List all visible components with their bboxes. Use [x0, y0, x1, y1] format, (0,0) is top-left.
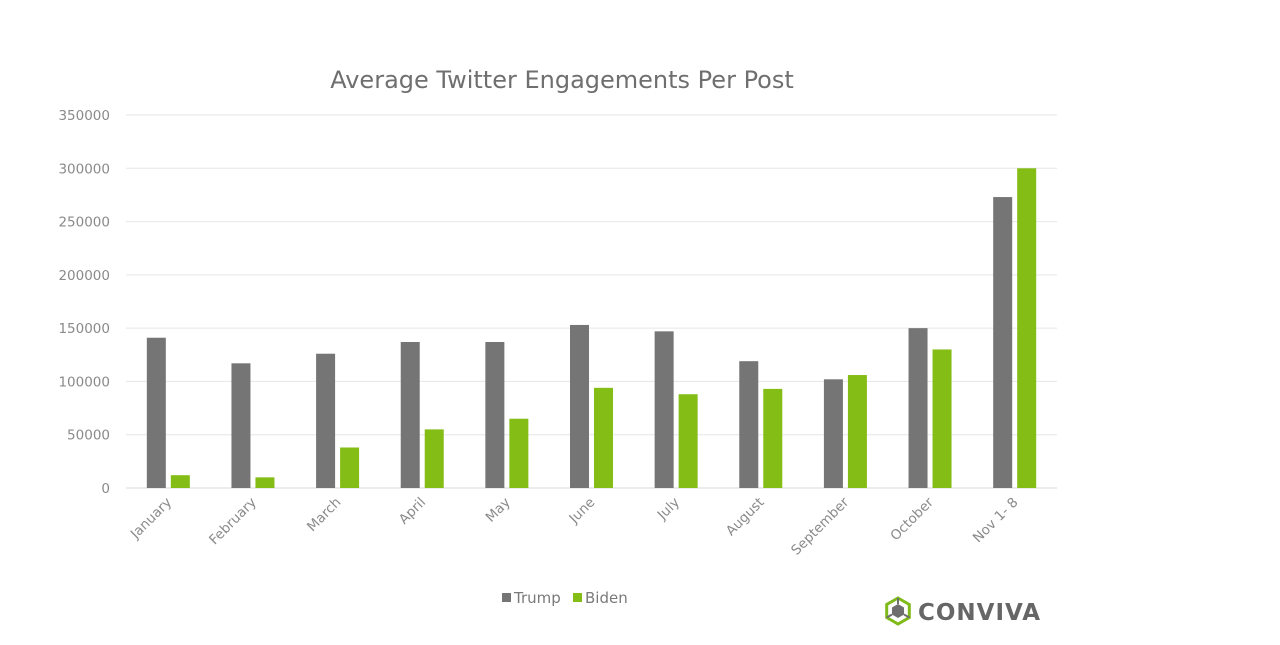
bar-biden: [424, 429, 444, 488]
conviva-logo-icon: [885, 596, 911, 626]
bar-trump: [316, 353, 336, 488]
bar-trump: [654, 331, 674, 488]
x-tick-label: March: [304, 495, 344, 535]
legend-label-trump: Trump: [513, 589, 561, 607]
x-tick-label: September: [788, 494, 852, 558]
x-tick-label: May: [483, 495, 514, 526]
bar-biden: [932, 349, 952, 488]
y-axis-ticks: 0 50000 100000 150000 200000 250000 300000 3500…: [58, 108, 110, 497]
y-tick-label: 150000: [58, 321, 110, 337]
bar-trump: [485, 341, 505, 488]
bar-trump: [908, 328, 928, 488]
legend-label-biden: Biden: [585, 589, 628, 607]
bar-biden: [255, 477, 275, 488]
y-tick-label: 0: [101, 481, 110, 497]
x-tick-label: February: [206, 495, 260, 549]
bar-trump: [146, 337, 166, 488]
y-tick-label: 100000: [58, 374, 110, 390]
bar-trump: [570, 324, 589, 488]
x-tick-label: January: [127, 495, 175, 543]
bar-trump: [993, 197, 1013, 488]
y-tick-label: 350000: [58, 108, 110, 124]
legend-swatch-trump: [502, 593, 511, 602]
chart-title: Average Twitter Engagements Per Post: [330, 66, 794, 94]
legend-swatch-biden: [573, 593, 582, 602]
x-tick-label: April: [396, 495, 429, 528]
x-tick-label: Nov 1- 8: [970, 495, 1022, 547]
bar-biden: [678, 394, 698, 488]
gridlines: [126, 114, 1057, 489]
bar-trump: [231, 363, 251, 488]
bar-biden: [594, 387, 613, 488]
x-axis-ticks: January February March April May June July Augu…: [127, 494, 1022, 558]
y-tick-label: 200000: [58, 268, 110, 284]
bars: [146, 168, 1037, 489]
x-tick-label: June: [566, 495, 599, 528]
bar-biden: [170, 475, 190, 488]
bar-trump: [823, 379, 843, 488]
legend: Trump Biden: [502, 589, 628, 607]
bar-biden: [1017, 168, 1037, 489]
x-tick-label: August: [723, 495, 768, 540]
conviva-logo: CONVIVA: [885, 596, 1041, 626]
y-tick-label: 300000: [58, 161, 110, 177]
bar-biden: [847, 375, 867, 488]
x-tick-label: July: [654, 495, 683, 524]
bar-trump: [400, 341, 420, 488]
bar-biden: [509, 418, 529, 488]
conviva-logo-text: CONVIVA: [918, 600, 1041, 626]
bar-trump: [739, 361, 759, 488]
x-tick-label: October: [887, 494, 937, 544]
bar-biden: [763, 388, 783, 488]
y-tick-label: 250000: [58, 215, 110, 231]
y-tick-label: 50000: [67, 428, 110, 444]
bar-biden: [340, 447, 360, 488]
